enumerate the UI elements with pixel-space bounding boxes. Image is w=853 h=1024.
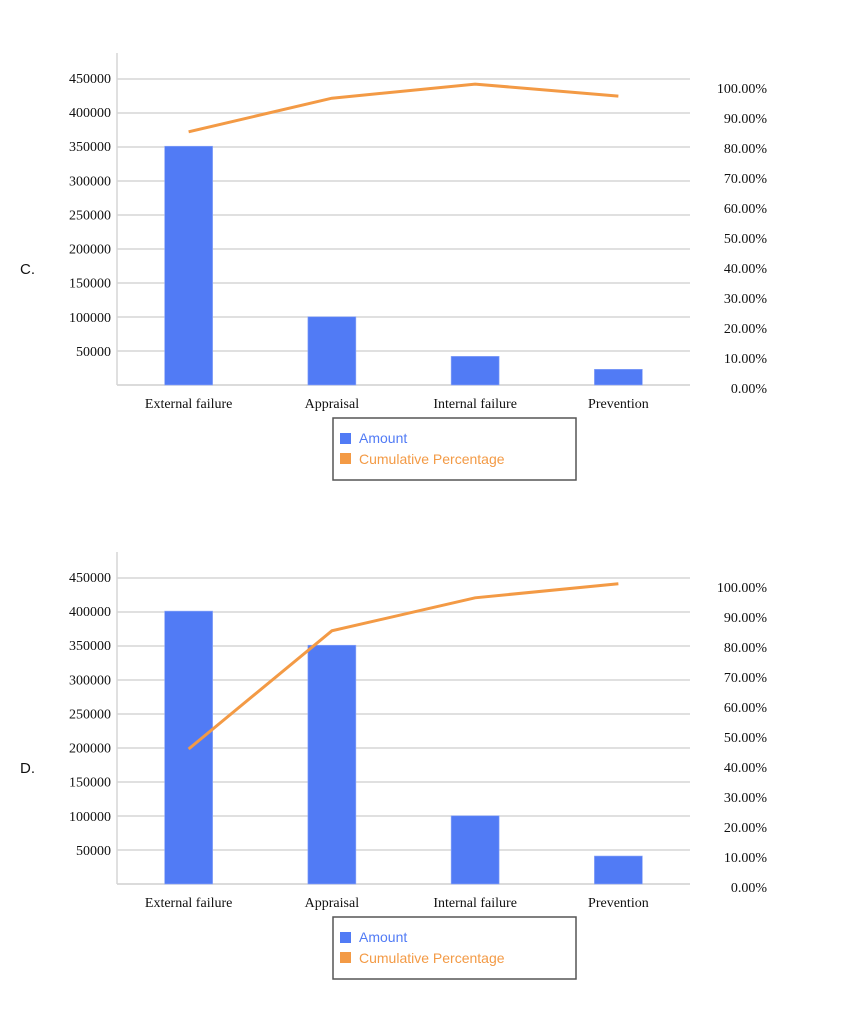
right-tick-label: 90.00% [724,112,768,127]
bar-external-failure [164,145,213,386]
left-tick-label: 250000 [69,208,111,223]
legend-box [332,417,577,481]
right-tick-label: 40.00% [724,761,768,776]
category-label: Appraisal [305,896,360,911]
left-tick-label: 150000 [69,776,111,791]
bar-internal-failure [450,356,500,386]
bar-appraisal [307,644,357,885]
category-label: Prevention [588,896,649,911]
left-tick-label: 200000 [69,243,111,258]
right-tick-label: 20.00% [724,821,768,836]
legend-label-amount: Amount [359,430,407,446]
left-tick-label: 450000 [69,72,111,87]
left-tick-label: 300000 [69,673,111,688]
left-tick-label: 250000 [69,707,111,722]
right-tick-label: 10.00% [724,851,768,866]
right-tick-label: 80.00% [724,142,768,157]
cumulative-percentage-line [187,582,619,751]
category-label: Internal failure [433,896,517,911]
chart-panel-1: D. 450000 400000 350000 300000 250000 200000 15… [20,552,768,980]
right-tick-label: 100.00% [717,581,768,596]
legend: Amount Cumulative Percentage [332,916,577,980]
legend-swatch-cumulative [340,952,351,963]
left-tick-label: 400000 [69,605,111,620]
left-tick-label: 300000 [69,174,111,189]
right-tick-label: 40.00% [724,262,768,277]
right-tick-label: 30.00% [724,292,768,307]
right-tick-label: 60.00% [724,701,768,716]
left-tick-label: 350000 [69,639,111,654]
category-label: Prevention [588,397,649,412]
right-tick-label: 70.00% [724,671,768,686]
legend-swatch-amount [340,433,351,444]
legend-label-cumulative: Cumulative Percentage [359,451,505,467]
left-tick-label: 200000 [69,742,111,757]
right-tick-label: 10.00% [724,352,768,367]
left-tick-label: 50000 [76,844,111,859]
right-tick-label: 80.00% [724,641,768,656]
right-tick-label: 90.00% [724,611,768,626]
right-tick-label: 50.00% [724,232,768,247]
bar-prevention [594,855,643,885]
bar-prevention [594,369,643,386]
legend-swatch-cumulative [340,453,351,464]
legend-box [332,916,577,980]
category-label: Appraisal [305,397,360,412]
left-tick-label: 400000 [69,106,111,121]
category-label: Internal failure [433,397,517,412]
right-tick-label: 60.00% [724,202,768,217]
legend-swatch-amount [340,932,351,943]
bar-appraisal [307,316,357,386]
right-tick-label: 20.00% [724,322,768,337]
left-tick-label: 100000 [69,810,111,825]
right-tick-label: 100.00% [717,82,768,97]
cumulative-percentage-line [188,82,619,134]
right-tick-label: 70.00% [724,172,768,187]
right-tick-label: 50.00% [724,731,768,746]
left-tick-label: 350000 [69,140,111,155]
left-tick-label: 450000 [69,571,111,586]
right-tick-label: 0.00% [731,382,768,397]
legend: Amount Cumulative Percentage [332,417,577,481]
left-tick-label: 50000 [76,345,111,360]
left-tick-label: 150000 [69,277,111,292]
chart-panel-0: C. 450000 400000 350000 300000 250000 200000 15… [20,53,768,481]
legend-label-amount: Amount [359,929,407,945]
legend-label-cumulative: Cumulative Percentage [359,950,505,966]
category-label: External failure [145,397,232,412]
right-tick-label: 30.00% [724,791,768,806]
category-label: External failure [145,896,232,911]
right-tick-label: 0.00% [731,881,768,896]
chart-option-label: D. [20,760,35,777]
left-tick-label: 100000 [69,311,111,326]
chart-option-label: C. [20,261,35,278]
bar-internal-failure [450,815,500,885]
